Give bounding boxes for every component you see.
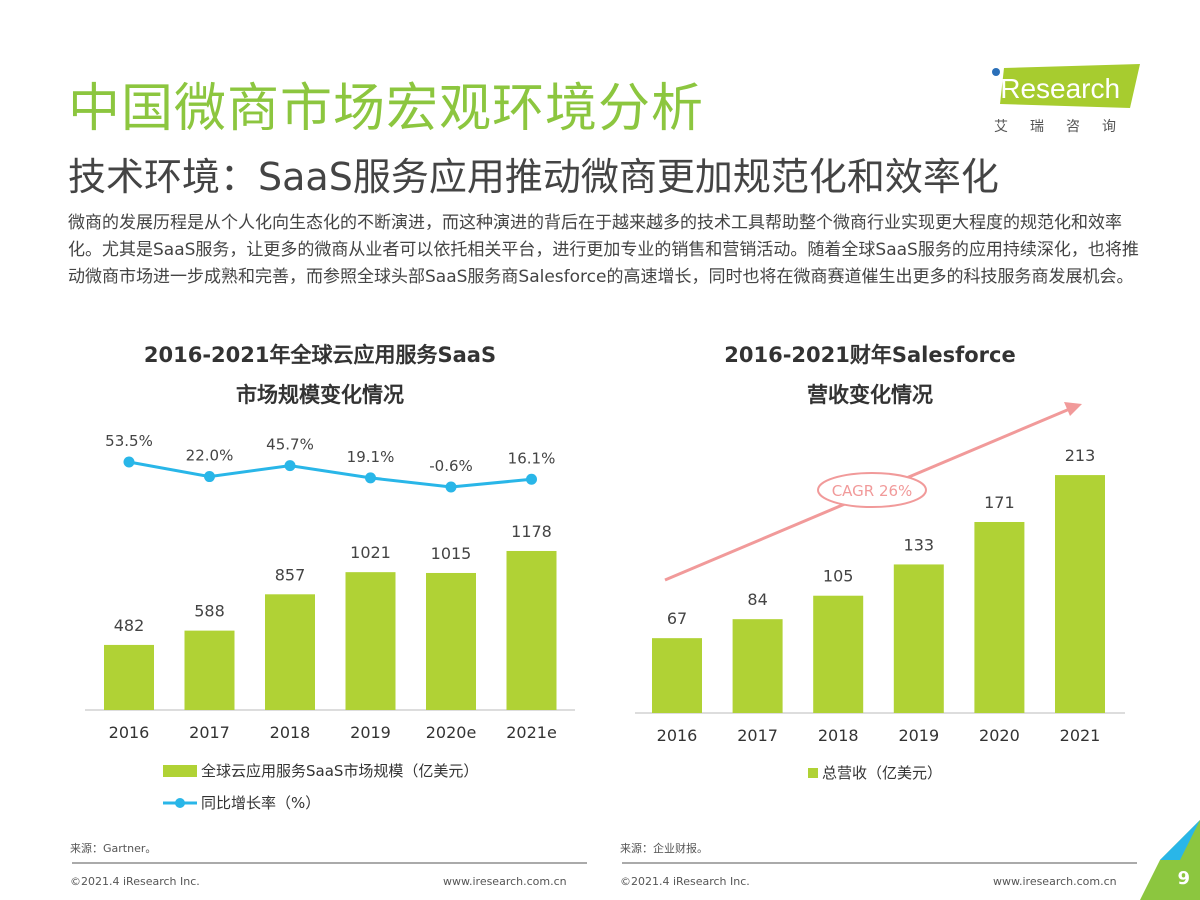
chart2-data-label: 67 (667, 609, 687, 628)
chart2-x-tick-label: 2019 (898, 726, 939, 745)
chart1-bar (506, 550, 557, 710)
logo-chinese-text: 艾瑞咨询 (994, 119, 1138, 135)
chart1-x-tick-label: 2019 (350, 723, 391, 742)
divider (622, 862, 1137, 864)
copyright: ©2021.4 iResearch Inc. (70, 875, 200, 888)
chart2-data-label: 105 (823, 567, 854, 586)
chart1-data-label: 1015 (431, 544, 472, 563)
chart1-data-label: 588 (194, 602, 225, 621)
bar-swatch-icon (808, 767, 818, 778)
footer-url[interactable]: www.iresearch.com.cn (993, 875, 1117, 888)
chart1-line-label: 22.0% (186, 447, 234, 465)
chart2-arrow-head-icon (1064, 402, 1082, 416)
chart1-line-label: 16.1% (508, 449, 556, 467)
footer-url[interactable]: www.iresearch.com.cn (443, 875, 567, 888)
svg-text:iResearch: iResearch (994, 73, 1120, 104)
chart1-line-point (284, 460, 296, 472)
divider (72, 862, 587, 864)
chart1-bar (104, 644, 154, 710)
line-swatch-icon (163, 797, 197, 808)
corner-decoration (1140, 820, 1200, 900)
chart2-data-label: 84 (747, 590, 767, 609)
chart1-legend-bar: 全球云应用服务SaaS市场规模（亿美元） (163, 760, 478, 781)
chart1-data-label: 482 (114, 616, 145, 635)
chart2-data-label: 171 (984, 493, 1015, 512)
page-title: 中国微商市场宏观环境分析 (68, 79, 705, 139)
chart1-title-line2: 市场规模变化情况 (236, 383, 404, 407)
iresearch-logo: iResearch (992, 64, 1140, 108)
chart2-title-line1: 2016-2021财年Salesforce (724, 343, 1016, 367)
chart1-line-label: 19.1% (347, 448, 395, 466)
chart2-legend: 总营收（亿美元） (808, 762, 942, 783)
body-paragraph: 微商的发展历程是从个人化向生态化的不断演进，而这种演进的背后在于越来越多的技术工… (68, 213, 1139, 287)
chart2-x-tick-label: 2016 (657, 726, 698, 745)
chart1-x-tick-label: 2020e (426, 723, 477, 742)
chart2-bar (974, 521, 1025, 713)
chart2-bar (732, 619, 783, 713)
chart1-line-point (365, 472, 376, 484)
chart2-x-tick-label: 2020 (979, 726, 1020, 745)
chart1-line-label: -0.6% (429, 457, 473, 475)
chart2-cagr-badge (817, 472, 927, 508)
legend-label: 同比增长率（%） (201, 794, 321, 812)
chart2-bar (1055, 475, 1105, 713)
chart1-line-point (445, 481, 457, 493)
chart2-title-line2: 营收变化情况 (807, 383, 933, 407)
chart2-bar (813, 595, 864, 713)
page-subtitle: 技术环境：SaaS服务应用推动微商更加规范化和效率化 (68, 155, 999, 199)
legend-label: 全球云应用服务SaaS市场规模（亿美元） (201, 762, 479, 780)
chart2-x-tick-label: 2021 (1060, 726, 1101, 745)
chart1-data-label: 1178 (511, 522, 552, 541)
chart1-line-point (123, 456, 135, 468)
chart1-source: 来源：Gartner。 (70, 842, 157, 855)
bar-swatch-icon (163, 764, 197, 777)
chart1-growth-line (128, 460, 532, 489)
chart1-line-label: 53.5% (105, 432, 153, 450)
page-number: 9 (1177, 868, 1190, 889)
chart2-bar (652, 638, 702, 713)
chart1-line-point (526, 473, 537, 485)
copyright: ©2021.4 iResearch Inc. (620, 875, 750, 888)
chart1-x-tick-label: 2021e (506, 723, 557, 742)
chart1-bar (345, 572, 396, 710)
chart1-bar (426, 572, 476, 710)
chart1-x-tick-label: 2017 (189, 723, 230, 742)
chart1-data-label: 857 (275, 565, 306, 584)
chart1-x-tick-label: 2018 (270, 723, 311, 742)
chart2-x-tick-label: 2017 (737, 726, 778, 745)
chart2-x-tick-label: 2018 (818, 726, 859, 745)
chart2-cagr-label: CAGR 26% (832, 482, 913, 500)
chart2-data-label: 133 (904, 535, 935, 554)
chart2-source: 来源：企业财报。 (620, 842, 708, 855)
chart2-bar (893, 564, 944, 713)
chart1-bar (265, 594, 315, 710)
legend-label: 总营收（亿美元） (822, 764, 943, 782)
chart1-line-point (204, 471, 215, 483)
chart1-line-label: 45.7% (266, 436, 314, 454)
chart1-x-tick-label: 2016 (109, 723, 150, 742)
chart1-legend-line: 同比增长率（%） (163, 792, 320, 813)
chart1-bar (184, 630, 235, 710)
chart2-data-label: 213 (1065, 446, 1096, 465)
chart1-data-label: 1021 (350, 543, 391, 562)
chart1-title-line1: 2016-2021年全球云应用服务SaaS (143, 343, 497, 367)
